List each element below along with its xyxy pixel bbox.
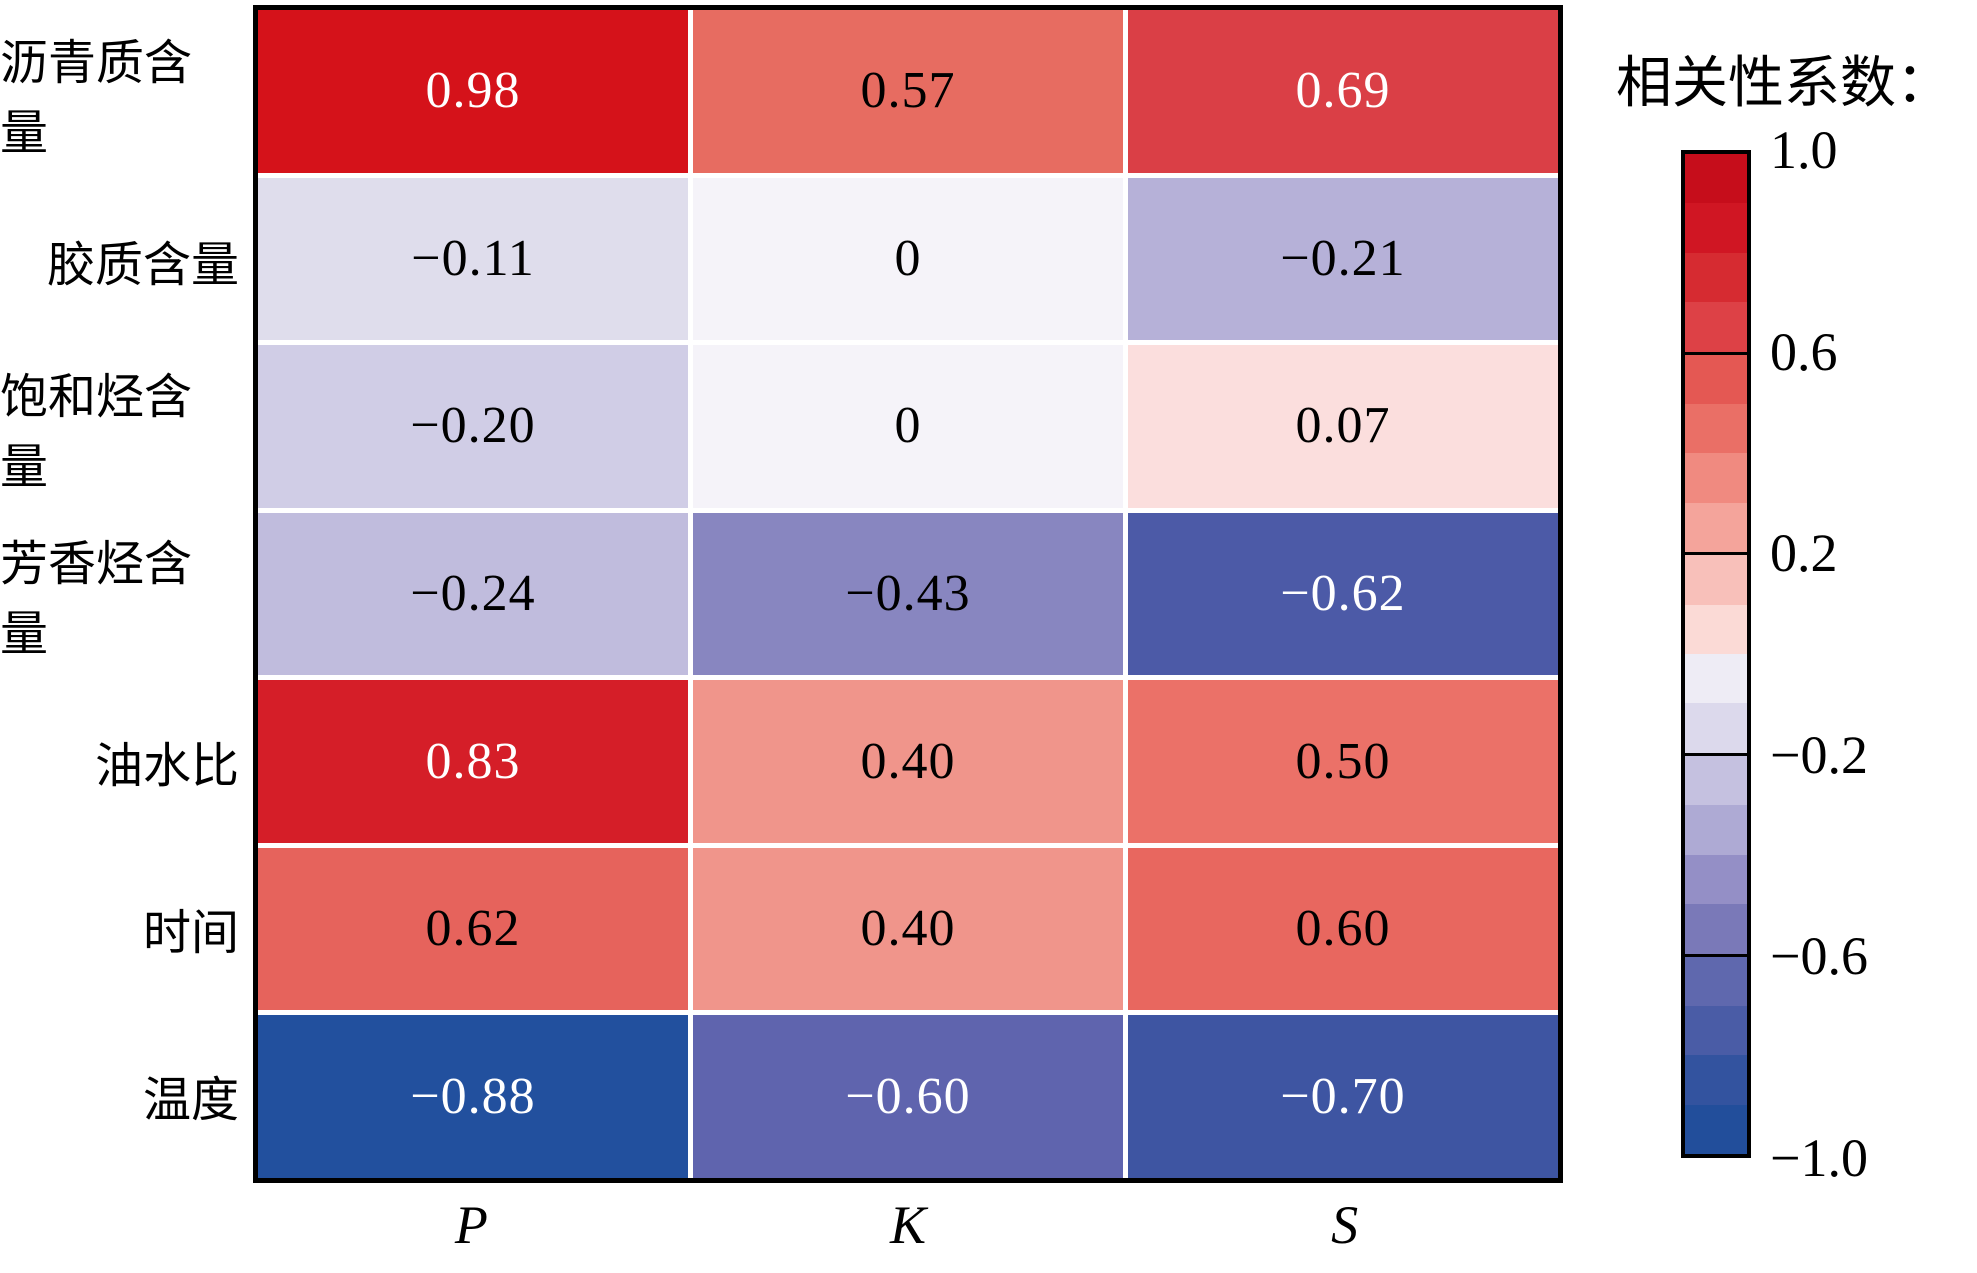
colorbar-band (1685, 351, 1747, 405)
heatmap-frame: 0.98 0.57 0.69 −0.11 0 −0.21 −0.20 0 0.07 −0.24 −0… (253, 5, 1563, 1183)
colorbar-tick-label: −0.6 (1770, 926, 1868, 987)
colorbar-tick-label: −0.2 (1770, 724, 1868, 785)
heatmap-cell: 0.69 (1128, 10, 1558, 173)
heatmap-cell: −0.20 (258, 345, 688, 508)
row-label: 沥青质含量 (0, 37, 193, 161)
heatmap-cell: 0.07 (1128, 345, 1558, 508)
column-label: S (1331, 1195, 1359, 1255)
heatmap-cell: 0.57 (693, 10, 1123, 173)
colorbar-band (1685, 953, 1747, 1006)
heatmap-cell: 0.50 (1128, 680, 1558, 843)
colorbar-title: 相关性系数： (1616, 53, 1952, 115)
colorbar-band (1685, 203, 1747, 253)
heatmap-cell: −0.24 (258, 512, 688, 676)
colorbar-band (1685, 302, 1747, 352)
heatmap-cell: 0 (693, 345, 1123, 508)
heatmap-cell: −0.43 (693, 512, 1123, 676)
row-labels: 沥青质含量胶质含量饱和烃含量芳香烃含量油水比时间温度 (0, 10, 243, 1178)
colorbar-band (1685, 1055, 1747, 1105)
heatmap-cell: −0.70 (1128, 1015, 1558, 1178)
colorbar-tick-label: 0.6 (1770, 321, 1838, 382)
colorbar-band (1685, 1005, 1747, 1056)
heatmap-cell: 0 (693, 177, 1123, 341)
heatmap-cell: −0.60 (693, 1015, 1123, 1178)
colorbar-band (1685, 252, 1747, 303)
colorbar-band (1685, 1104, 1747, 1155)
row-label: 胶质含量 (46, 239, 239, 293)
heatmap-cell: −0.88 (258, 1015, 688, 1178)
heatmap-cell: 0.40 (693, 847, 1123, 1011)
heatmap-grid: 0.98 0.57 0.69 −0.11 0 −0.21 −0.20 0 0.07 −0.24 −0… (258, 10, 1558, 1178)
row-label: 时间 (142, 906, 239, 960)
heatmap-cell: −0.62 (1128, 512, 1558, 676)
heatmap-cell: 0.60 (1128, 847, 1558, 1011)
colorbar-band (1685, 805, 1747, 855)
colorbar-band (1685, 404, 1747, 454)
heatmap-cell: 0.83 (258, 680, 688, 843)
colorbar-tick-label: 1.0 (1770, 120, 1838, 180)
heatmap-cell: −0.21 (1128, 177, 1558, 341)
column-label: K (889, 1195, 927, 1255)
colorbar-band (1685, 854, 1747, 905)
colorbar-band (1685, 453, 1747, 503)
colorbar-tick-label: 0.2 (1770, 523, 1838, 584)
colorbar-band (1685, 703, 1747, 753)
heatmap-cell: 0.62 (258, 847, 688, 1011)
colorbar-band (1685, 552, 1747, 605)
row-label: 油水比 (94, 739, 239, 793)
column-label: P (454, 1195, 488, 1255)
heatmap-cell: 0.98 (258, 10, 688, 173)
colorbar-band (1685, 502, 1747, 553)
colorbar-band (1685, 604, 1747, 655)
colorbar (1681, 150, 1751, 1158)
row-label: 饱和烃含量 (0, 371, 193, 495)
heatmap-cell: 0.40 (693, 680, 1123, 843)
heatmap-cell: −0.11 (258, 177, 688, 341)
row-label: 温度 (142, 1073, 239, 1127)
row-label: 芳香烃含量 (0, 538, 193, 661)
colorbar-band (1685, 904, 1747, 954)
colorbar-band (1685, 654, 1747, 704)
colorbar-tick-label: −1.0 (1770, 1128, 1868, 1188)
colorbar-band (1685, 752, 1747, 806)
colorbar-band (1685, 154, 1747, 204)
